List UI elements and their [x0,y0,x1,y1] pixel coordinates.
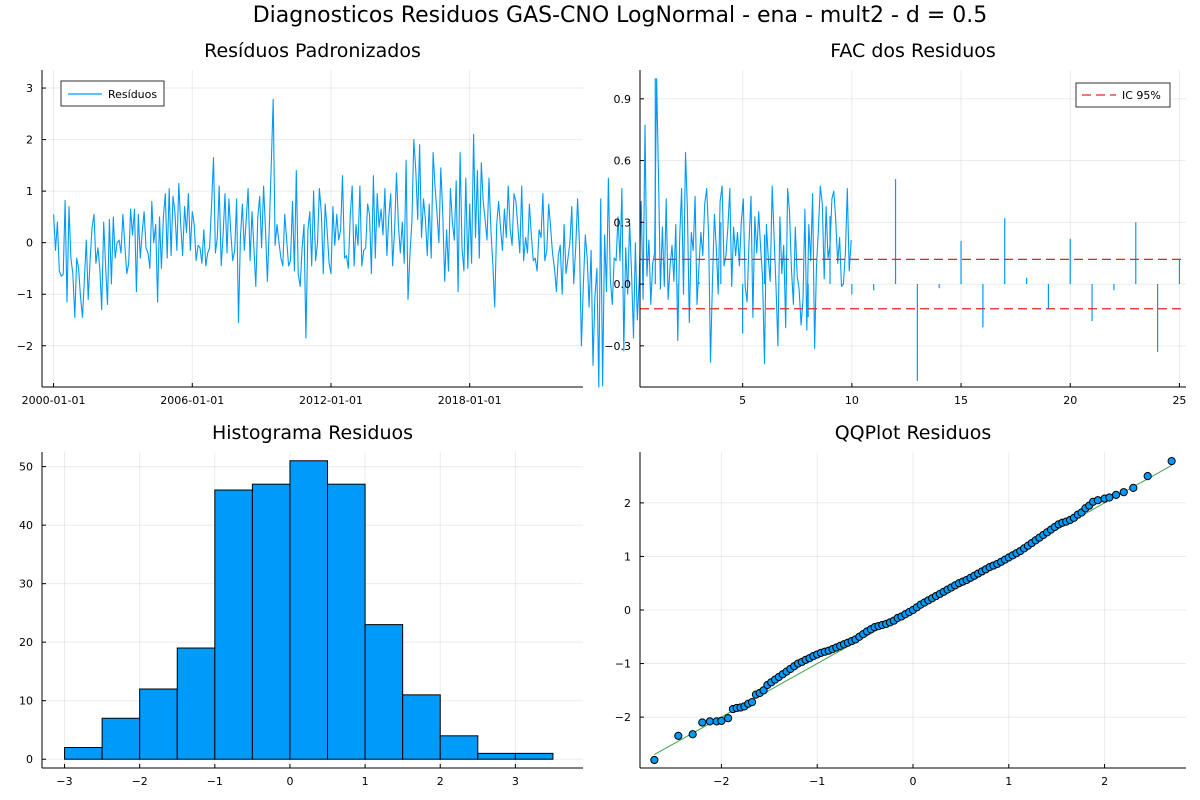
y-tick-label: 0 [624,604,631,617]
legend-box [1075,82,1171,108]
histogram-bar [251,483,291,760]
x-tick-label: 1 [362,775,369,788]
qq-point [698,718,707,727]
histogram-bar [139,688,178,760]
x-tick-label: 20 [1063,394,1077,407]
y-tick-label: 1 [26,185,33,198]
histogram-bar [477,752,516,760]
legend: Resíduos [60,80,165,107]
qq-point [1119,488,1128,497]
y-tick-label: −1 [17,288,33,301]
y-tick-label: 0 [26,237,33,250]
y-tick-label: 0 [26,753,33,766]
y-tick-label: 0.0 [614,278,632,291]
x-tick-label: 10 [845,394,859,407]
x-tick-label: 3 [512,775,519,788]
x-tick-label: 15 [954,394,968,407]
panel-residuals: Resíduos Padronizados 2000-01-01 2006-01-0… [17,40,852,407]
qq-point [1105,493,1114,502]
x-tick-label: 2018-01-01 [438,394,502,407]
residuals-series-line [53,78,852,388]
histogram-bar [289,460,329,760]
panel-qqplot: QQPlot Residuos −2 −1 0 1 2 −2 −1 0 1 2 [615,422,1186,788]
panel-title: QQPlot Residuos [835,422,992,444]
x-tick-label: 2000-01-01 [22,394,86,407]
y-tick-label: 20 [19,636,33,649]
panel-title: FAC dos Residuos [830,40,996,62]
y-tick-label: 0.3 [614,216,632,229]
qq-point [688,730,697,739]
y-tick-label: −1 [615,658,631,671]
x-grid [53,70,471,387]
y-tick-label: −2 [17,340,33,353]
qq-point [1129,483,1138,492]
x-tick-label: 5 [739,394,746,407]
x-tick-label: 2006-01-01 [160,394,224,407]
qq-point [1143,472,1152,481]
histogram-bar [214,489,253,760]
qq-point [1093,496,1102,505]
histogram-bar [364,624,404,760]
histogram-bar [514,752,554,760]
y-tick-label: 10 [19,695,33,708]
x-tick-label: −1 [809,775,825,788]
panel-title: Histograma Residuos [212,422,413,444]
histogram-bar [402,694,441,760]
y-tick-label: −0.3 [604,340,631,353]
qq-point [1111,490,1121,499]
x-tick-label: −3 [56,775,72,788]
x-tick-label: 2 [437,775,444,788]
x-tick-label: 0 [286,775,293,788]
figure-title: Diagnosticos Residuos GAS-CNO LogNormal … [253,3,988,28]
x-tick-label: 0 [910,775,917,788]
qq-point [705,717,715,726]
qq-point [650,755,659,765]
histogram-bar [64,747,103,760]
x-tick-label: 2 [1101,775,1108,788]
x-grid [742,70,1180,387]
histogram-bar [101,717,141,760]
panel-acf: FAC dos Residuos 5 10 15 20 25 −0.3 0.0 0.3 0.6 0.… [604,40,1186,407]
qq-point [747,698,757,707]
y-tick-label: 1 [624,550,631,563]
histogram-bar [439,735,479,760]
legend-label: Resíduos [108,88,157,101]
qq-point [674,731,683,740]
x-tick-label: −2 [713,775,729,788]
x-tick-label: 25 [1172,394,1186,407]
legend: IC 95% [1075,82,1171,108]
histogram-bar [327,483,366,760]
y-tick-label: 2 [624,497,631,510]
qq-point [724,714,733,723]
panel-title: Resíduos Padronizados [204,40,421,62]
x-tick-label: −1 [207,775,223,788]
y-tick-label: 0.9 [614,93,632,106]
y-tick-label: 3 [26,82,33,95]
x-tick-label: 1 [1005,775,1012,788]
legend-label: IC 95% [1122,89,1161,102]
qq-point [717,716,726,725]
y-tick-label: −2 [615,711,631,724]
y-tick-label: 40 [19,519,33,532]
x-tick-label: 2012-01-01 [299,394,363,407]
x-tick-label: −2 [132,775,148,788]
qq-point [1167,457,1176,466]
y-tick-label: 0.6 [614,155,632,168]
y-tick-label: 2 [26,134,33,147]
y-tick-label: 50 [19,461,33,474]
y-tick-label: 30 [19,578,33,591]
histogram-bar [176,647,216,760]
